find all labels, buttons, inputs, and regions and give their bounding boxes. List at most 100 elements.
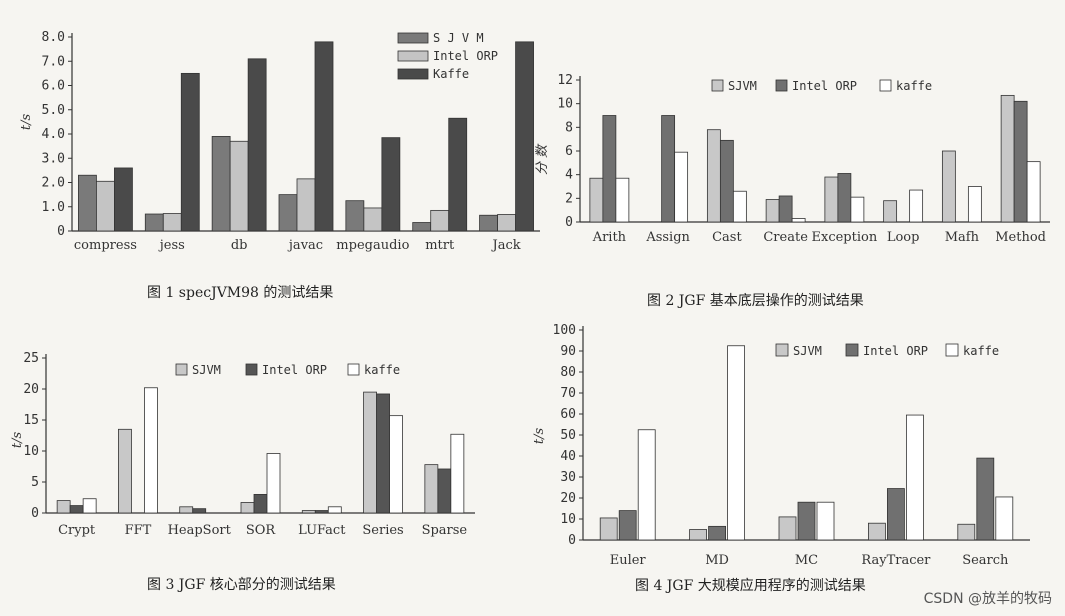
category-label: MD [705,553,729,568]
y-tick-label: 1.0 [42,200,65,215]
bar-math-3 [967,186,982,223]
figure-caption: 图 2 JGF 基本底层操作的测试结果 [647,292,864,309]
bar-compress-3 [114,167,133,232]
y-tick-label: 8 [565,120,573,135]
category-label: Assign [645,230,690,245]
bar-jess-3 [180,72,200,232]
bar-mpegaudio-3 [381,137,401,232]
bar-series-3 [389,415,403,514]
y-tick-label: 6 [565,144,573,159]
legend-swatch [879,79,892,92]
bar-sor-2 [253,493,268,514]
bar-fft-3 [144,387,158,514]
category-label: Search [962,553,1009,568]
y-tick-label: 0 [57,224,65,239]
bar-create-1 [765,199,780,223]
legend-label: Intel ORP [792,79,857,93]
bar-md-2 [708,525,726,541]
category-label: Jack [491,238,521,253]
legend-swatch [245,363,258,376]
y-tick-label: 0 [568,533,576,548]
y-tick-label: 30 [560,470,576,485]
bar-heapsort-1 [179,506,194,514]
bar-mc-1 [778,516,797,541]
bar-cast-3 [732,190,747,223]
bar-mtrt-2 [430,209,450,232]
legend-label: S J V M [433,31,484,45]
category-label: mpegaudio [336,238,409,253]
legend-swatch [775,343,789,357]
bar-db-2 [229,140,249,232]
legend-label: kaffe [364,363,400,377]
legend-label: kaffe [896,79,932,93]
bar-loop-1 [883,200,898,223]
bar-exception-2 [837,173,852,223]
category-label: Create [763,230,808,245]
bar-javac-1 [278,194,298,232]
bar-compress-2 [96,180,115,232]
legend-label: Intel ORP [262,363,327,377]
bar-jack-1 [479,214,498,232]
category-label: Crypt [58,523,96,538]
bar-series-1 [363,391,377,514]
bar-euler-1 [599,517,618,541]
bar-javac-3 [314,41,334,232]
legend-swatch [397,68,429,80]
y-tick-label: 60 [560,407,576,422]
legend-swatch [175,363,188,376]
legend-swatch [845,343,859,357]
figure-caption: 图 1 specJVM98 的测试结果 [147,285,333,301]
chart-3: 0 5 10 15 20 25 t/s Crypt FFT HeapSort SOR LUFact Se… [10,351,475,593]
bar-cast-2 [719,139,734,223]
bar-loop-3 [909,189,924,223]
bar-euler-3 [637,429,656,541]
y-tick-label: 25 [23,351,39,366]
y-tick-label: 12 [557,73,573,88]
y-tick-label: 0 [565,215,573,230]
category-label: MC [795,553,818,568]
category-label: LUFact [298,523,346,538]
category-label: mtrt [425,238,455,253]
y-tick-label: 7.0 [42,54,65,69]
figure-caption: 图 4 JGF 大规模应用程序的测试结果 [635,577,866,594]
bar-md-3 [727,345,745,541]
category-label: Exception [812,230,878,245]
bar-jess-1 [144,213,164,232]
bar-exception-1 [824,176,839,223]
bar-search-3 [995,496,1014,541]
y-tick-label: 2.0 [42,176,65,191]
bar-db-3 [247,58,267,232]
y-tick-label: 10 [557,97,573,112]
category-label: Arith [592,230,627,245]
bar-mpegaudio-1 [345,200,365,232]
y-tick-label: 10 [560,512,576,527]
legend-swatch [397,32,429,44]
category-label: HeapSort [168,523,232,538]
legend-swatch [711,79,724,92]
bar-arith-1 [589,177,604,223]
bar-crypt-1 [56,500,71,514]
y-tick-label: 5.0 [42,103,65,118]
category-label: FFT [125,523,152,538]
category-label: db [231,238,248,253]
y-tick-label: 5 [31,475,39,490]
bar-raytracer-2 [887,488,905,541]
category-label: Cast [712,230,742,245]
bar-fft-1 [118,428,132,514]
bar-mc-3 [816,501,835,541]
chart-4: 0 10 20 30 40 50 60 70 80 90 100 t/s Euler MD MC RayTra… [532,323,1030,594]
bar-db-1 [211,136,231,232]
legend-swatch [945,343,959,357]
bar-search-1 [957,523,976,541]
y-tick-label: 70 [560,386,576,401]
category-label: jess [158,238,185,253]
bar-mtrt-3 [448,117,468,232]
bar-heapsort-2 [192,508,207,514]
bar-arith-2 [602,115,617,223]
bar-jack-3 [515,41,534,232]
category-label: Loop [887,230,920,245]
legend-swatch [775,79,788,92]
bar-search-2 [976,457,995,541]
bar-method-1 [1000,94,1015,223]
